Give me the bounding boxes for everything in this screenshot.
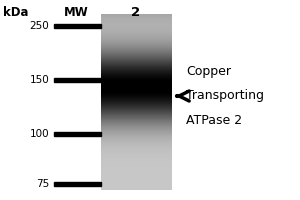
Text: MW: MW <box>64 6 89 19</box>
Text: ATPase 2: ATPase 2 <box>186 114 242 127</box>
Text: 100: 100 <box>30 129 50 139</box>
Bar <box>54 24 100 28</box>
Text: kDa: kDa <box>3 6 29 19</box>
Bar <box>54 78 100 82</box>
Bar <box>54 132 100 136</box>
Text: Copper: Copper <box>186 66 231 78</box>
Text: Transporting: Transporting <box>186 90 264 102</box>
Text: 75: 75 <box>36 179 50 189</box>
Bar <box>54 182 100 186</box>
Text: 150: 150 <box>30 75 50 85</box>
Text: 250: 250 <box>30 21 50 31</box>
Text: 2: 2 <box>131 6 140 19</box>
